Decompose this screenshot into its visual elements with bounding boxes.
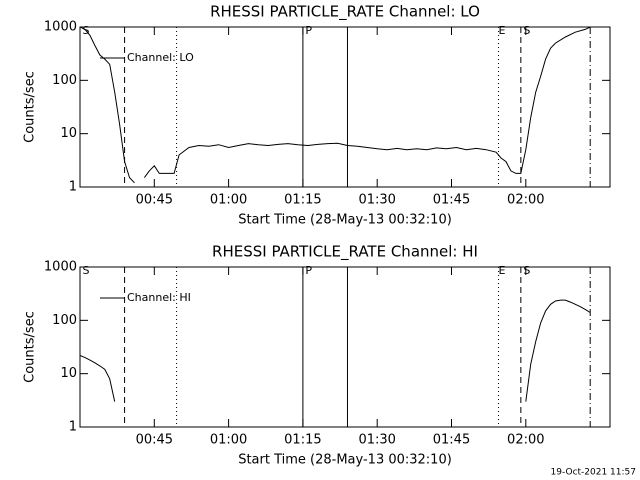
x-tick-label: 01:15 — [284, 433, 321, 448]
legend-label: Channel: HI — [127, 291, 191, 304]
marker-label: P — [305, 264, 312, 277]
y-tick-label: 10 — [60, 366, 77, 381]
x-tick-label: 01:00 — [210, 433, 247, 448]
plot-frame — [79, 266, 611, 428]
y-tick-label: 1 — [69, 180, 77, 195]
marker-label: S — [523, 24, 530, 37]
marker-label: E — [499, 24, 506, 37]
y-tick-label: 100 — [52, 73, 77, 88]
marker-label: P — [305, 24, 312, 37]
marker-label: S — [82, 264, 89, 277]
marker-label: S — [523, 264, 530, 277]
x-tick-label: 02:00 — [507, 193, 544, 208]
y-tick-label: 1000 — [44, 20, 77, 35]
legend-label: Channel: LO — [127, 51, 194, 64]
y-axis-label: Counts/sec — [23, 71, 38, 143]
data-line — [80, 299, 591, 402]
x-tick-label: 01:00 — [210, 193, 247, 208]
x-tick-label: 01:45 — [433, 193, 470, 208]
x-axis-label: Start Time (28-May-13 00:32:10) — [238, 213, 452, 228]
y-axis-label: Counts/sec — [23, 311, 38, 383]
y-tick-label: 100 — [52, 313, 77, 328]
chart-title: RHESSI PARTICLE_RATE Channel: LO — [210, 3, 480, 22]
y-tick-label: 1000 — [44, 260, 77, 275]
chart-title: RHESSI PARTICLE_RATE Channel: HI — [212, 243, 478, 262]
plot-frame — [79, 26, 611, 188]
x-tick-label: 01:30 — [358, 433, 395, 448]
x-tick-label: 02:00 — [507, 433, 544, 448]
y-tick-label: 10 — [60, 126, 77, 141]
footer: 19-Oct-2021 11:57 — [551, 468, 636, 478]
marker-label: E — [499, 264, 506, 277]
x-tick-label: 00:45 — [136, 193, 173, 208]
data-line — [80, 27, 591, 184]
x-axis-label: Start Time (28-May-13 00:32:10) — [238, 453, 452, 468]
x-tick-label: 01:45 — [433, 433, 470, 448]
x-tick-label: 01:30 — [358, 193, 395, 208]
x-tick-label: 00:45 — [136, 433, 173, 448]
x-tick-label: 01:15 — [284, 193, 321, 208]
y-tick-label: 1 — [69, 420, 77, 435]
